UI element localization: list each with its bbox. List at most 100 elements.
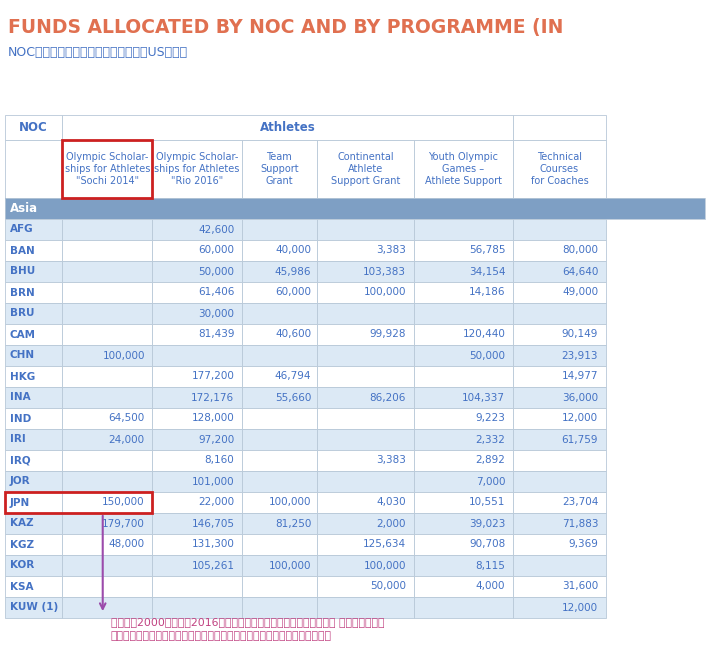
Bar bbox=[5, 324, 62, 345]
Text: BRN: BRN bbox=[10, 287, 34, 298]
Text: 2,892: 2,892 bbox=[476, 455, 506, 465]
Bar bbox=[152, 303, 241, 324]
Bar bbox=[317, 366, 414, 387]
Text: 150,000: 150,000 bbox=[102, 498, 145, 507]
Text: 146,705: 146,705 bbox=[192, 518, 234, 529]
Bar bbox=[414, 534, 513, 555]
Text: CHN: CHN bbox=[10, 351, 35, 360]
Bar bbox=[152, 534, 241, 555]
Text: FUNDS ALLOCATED BY NOC AND BY PROGRAMME (IN: FUNDS ALLOCATED BY NOC AND BY PROGRAMME … bbox=[8, 18, 563, 37]
Text: 9,369: 9,369 bbox=[568, 540, 599, 549]
Bar bbox=[513, 555, 606, 576]
Text: 23,704: 23,704 bbox=[562, 498, 599, 507]
Text: 8,160: 8,160 bbox=[204, 455, 234, 465]
Bar bbox=[152, 492, 241, 513]
Text: 125,634: 125,634 bbox=[363, 540, 406, 549]
Bar bbox=[152, 240, 241, 261]
Text: 14,186: 14,186 bbox=[469, 287, 506, 298]
Bar bbox=[414, 366, 513, 387]
Text: 50,000: 50,000 bbox=[198, 267, 234, 276]
Text: 100,000: 100,000 bbox=[268, 560, 311, 571]
Text: AFG: AFG bbox=[10, 225, 33, 234]
Bar bbox=[241, 140, 317, 198]
Text: 60,000: 60,000 bbox=[198, 245, 234, 256]
Bar bbox=[5, 492, 62, 513]
Text: Olympic Scholar-
ships for Athletes
"Rio 2016": Olympic Scholar- ships for Athletes "Rio… bbox=[154, 151, 239, 186]
Bar bbox=[513, 366, 606, 387]
Bar bbox=[152, 345, 241, 366]
Bar bbox=[513, 513, 606, 534]
Text: 61,406: 61,406 bbox=[198, 287, 234, 298]
Bar bbox=[241, 387, 317, 408]
Bar bbox=[62, 115, 513, 140]
Text: 10,551: 10,551 bbox=[469, 498, 506, 507]
Bar bbox=[152, 471, 241, 492]
Bar bbox=[414, 513, 513, 534]
Text: 56,785: 56,785 bbox=[469, 245, 506, 256]
Bar bbox=[152, 429, 241, 450]
Bar bbox=[414, 471, 513, 492]
Bar bbox=[241, 345, 317, 366]
Text: 24,000: 24,000 bbox=[109, 435, 145, 444]
Bar bbox=[62, 387, 152, 408]
Bar bbox=[414, 576, 513, 597]
Bar bbox=[152, 450, 241, 471]
Bar bbox=[317, 555, 414, 576]
Bar bbox=[241, 408, 317, 429]
Bar bbox=[513, 576, 606, 597]
Bar bbox=[152, 387, 241, 408]
Text: Olympic Scholar-
ships for Athletes
"Sochi 2014": Olympic Scholar- ships for Athletes "Soc… bbox=[65, 151, 150, 186]
Bar bbox=[317, 450, 414, 471]
Bar bbox=[513, 408, 606, 429]
Bar bbox=[317, 324, 414, 345]
Bar bbox=[62, 408, 152, 429]
Bar bbox=[5, 492, 152, 513]
Bar bbox=[414, 345, 513, 366]
Text: 60,000: 60,000 bbox=[275, 287, 311, 298]
Text: 31,600: 31,600 bbox=[562, 582, 599, 591]
Bar bbox=[414, 492, 513, 513]
Text: INA: INA bbox=[10, 393, 31, 402]
Text: 61,759: 61,759 bbox=[562, 435, 599, 444]
Bar bbox=[241, 429, 317, 450]
Text: KOR: KOR bbox=[10, 560, 34, 571]
Text: 36,000: 36,000 bbox=[562, 393, 599, 402]
Text: 46,794: 46,794 bbox=[275, 371, 311, 382]
Bar bbox=[152, 261, 241, 282]
Bar bbox=[5, 408, 62, 429]
Text: 9,223: 9,223 bbox=[476, 413, 506, 424]
Text: 100,000: 100,000 bbox=[364, 560, 406, 571]
Bar bbox=[152, 324, 241, 345]
Bar bbox=[152, 282, 241, 303]
Bar bbox=[241, 282, 317, 303]
Text: Athletes: Athletes bbox=[260, 121, 316, 134]
Bar bbox=[5, 345, 62, 366]
Bar bbox=[5, 140, 62, 198]
Bar bbox=[513, 219, 606, 240]
Text: 34,154: 34,154 bbox=[469, 267, 506, 276]
Text: 64,640: 64,640 bbox=[562, 267, 599, 276]
Bar bbox=[317, 429, 414, 450]
Bar bbox=[62, 597, 152, 618]
Bar bbox=[414, 408, 513, 429]
Text: 2,000: 2,000 bbox=[376, 518, 406, 529]
Text: BAN: BAN bbox=[10, 245, 34, 256]
Bar bbox=[414, 282, 513, 303]
Text: Technical
Courses
for Coaches: Technical Courses for Coaches bbox=[530, 151, 589, 186]
Text: 50,000: 50,000 bbox=[370, 582, 406, 591]
Bar bbox=[5, 534, 62, 555]
Bar bbox=[5, 198, 705, 219]
Text: 3,383: 3,383 bbox=[376, 455, 406, 465]
Bar bbox=[513, 450, 606, 471]
Bar bbox=[5, 261, 62, 282]
Bar bbox=[414, 140, 513, 198]
Bar bbox=[414, 219, 513, 240]
Text: 172,176: 172,176 bbox=[191, 393, 234, 402]
Text: 23,913: 23,913 bbox=[562, 351, 599, 360]
Bar bbox=[62, 345, 152, 366]
Text: 100,000: 100,000 bbox=[102, 351, 145, 360]
Text: 45,986: 45,986 bbox=[275, 267, 311, 276]
Bar bbox=[513, 115, 606, 140]
Text: 90,149: 90,149 bbox=[562, 329, 599, 340]
Bar bbox=[152, 597, 241, 618]
